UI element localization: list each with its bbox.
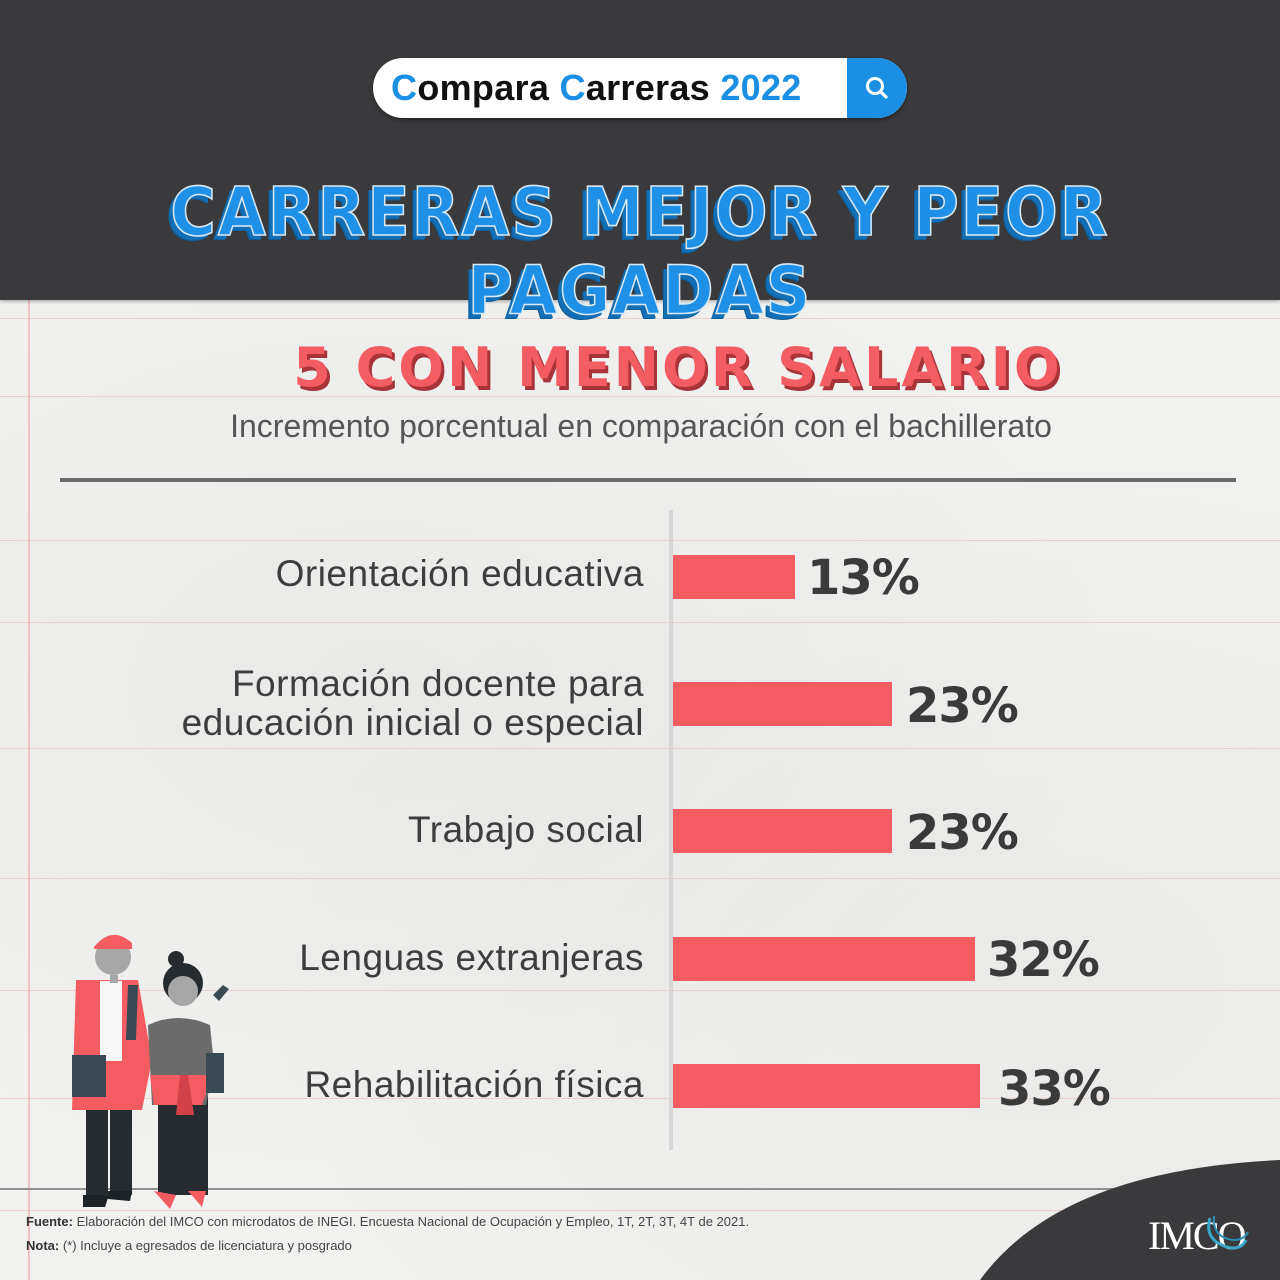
chart-row: Trabajo social 23% <box>0 786 1280 876</box>
bar <box>673 937 975 981</box>
search-icon <box>866 77 888 99</box>
margin-line <box>28 300 30 1280</box>
category-label: Formación docente para <box>231 663 644 704</box>
imco-logo: IMCO <box>1148 1213 1246 1258</box>
pill-word: ompara <box>417 67 560 108</box>
chart-row: Formación docente para educación inicial… <box>0 660 1280 750</box>
ruled-line <box>0 622 1280 623</box>
source-note: Fuente: Elaboración del IMCO con microda… <box>26 1214 749 1229</box>
ruled-line <box>0 540 1280 541</box>
divider <box>60 478 1236 482</box>
chart-axis <box>669 510 673 1150</box>
paper-background <box>0 300 1280 1280</box>
search-button <box>847 58 907 118</box>
ruled-line <box>0 396 1280 397</box>
category-label: Orientación educativa <box>275 553 644 594</box>
search-pill: Compara Carreras 2022 <box>373 58 907 118</box>
value-label: 23% <box>906 805 1019 861</box>
imco-logo-swirl-icon <box>1207 1215 1249 1250</box>
source-label: Fuente: <box>26 1214 73 1229</box>
bar <box>673 809 892 853</box>
value-label: 13% <box>807 550 920 606</box>
ruled-line <box>0 990 1280 991</box>
note-label: Nota: <box>26 1238 60 1253</box>
value-label: 33% <box>998 1061 1111 1117</box>
section-title: 5 CON MENOR SALARIO <box>293 336 1063 399</box>
ruled-line <box>0 1210 1280 1211</box>
value-label: 23% <box>906 678 1019 734</box>
bar <box>673 1064 980 1108</box>
category-label: Rehabilitación física <box>304 1064 644 1105</box>
value-label: 32% <box>987 932 1100 988</box>
ruled-line <box>0 1098 1280 1099</box>
chart-row: Lenguas extranjeras 32% <box>0 914 1280 1004</box>
pill-year: 2022 <box>720 67 802 108</box>
bar <box>673 682 892 726</box>
footnote: Nota: (*) Incluye a egresados de licenci… <box>26 1238 352 1253</box>
source-text: Elaboración del IMCO con microdatos de I… <box>72 1214 750 1229</box>
logo-corner <box>980 1160 1280 1280</box>
main-title: CARRERAS MEJOR Y PEOR PAGADAS <box>170 171 1110 330</box>
accent-letter: C <box>559 67 586 108</box>
ruled-line <box>0 318 1280 319</box>
note-text: (*) Incluye a egresados de licenciatura … <box>59 1238 352 1253</box>
students-illustration <box>72 934 229 1209</box>
ruled-line <box>0 748 1280 749</box>
bar <box>673 555 795 599</box>
ruled-line <box>0 878 1280 879</box>
category-label: educación inicial o especial <box>181 702 644 743</box>
header-banner: Compara Carreras 2022 CARRERAS MEJOR Y P… <box>0 0 1280 331</box>
section-subtitle: Incremento porcentual en comparación con… <box>230 408 1052 444</box>
chart-row: Rehabilitación física 33% <box>0 1041 1280 1131</box>
bottom-divider <box>0 1188 1145 1190</box>
category-label: Lenguas extranjeras <box>299 937 644 978</box>
search-pill-text: Compara Carreras 2022 <box>373 67 847 109</box>
category-label: Trabajo social <box>408 809 644 850</box>
pill-word: arreras <box>585 67 721 108</box>
chart-row: Orientación educativa 13% <box>0 532 1280 622</box>
accent-letter: C <box>391 67 418 108</box>
